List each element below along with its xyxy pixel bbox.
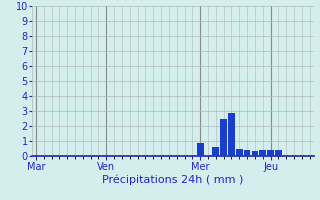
Bar	[228, 112, 235, 156]
Bar	[212, 147, 219, 156]
X-axis label: Précipitations 24h ( mm ): Précipitations 24h ( mm )	[102, 174, 244, 185]
Bar	[260, 150, 266, 156]
Bar	[197, 142, 204, 156]
Bar	[220, 118, 227, 156]
Bar	[275, 150, 282, 156]
Bar	[244, 150, 251, 156]
Bar	[252, 151, 258, 156]
Bar	[267, 150, 274, 156]
Bar	[236, 148, 243, 156]
